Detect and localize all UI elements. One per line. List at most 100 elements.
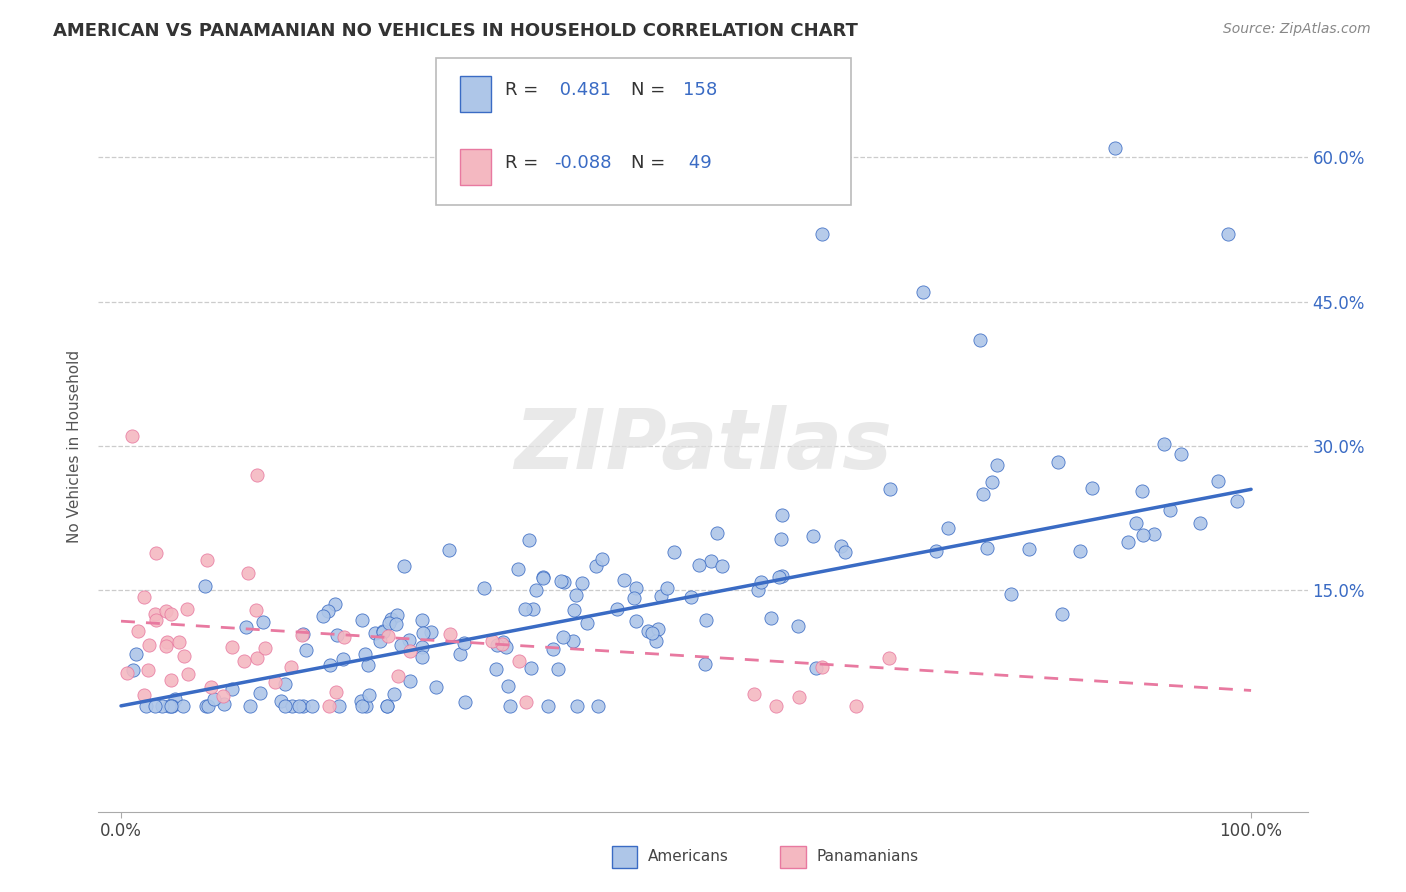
Point [354, 647, 377, 661]
Point [411, 613, 433, 627]
Point [212, 697, 235, 711]
Point [195, 698, 218, 713]
Text: 158: 158 [683, 81, 717, 99]
Point [1069, 543, 1091, 558]
Point [194, 580, 217, 594]
Text: N =: N = [631, 81, 665, 99]
Point [655, 581, 678, 595]
Point [290, 628, 312, 642]
Point [411, 649, 433, 664]
Point [127, 624, 149, 638]
Point [513, 602, 536, 616]
Point [1047, 455, 1070, 469]
Point [1081, 481, 1104, 495]
Point [197, 698, 219, 713]
Point [879, 482, 901, 496]
Point [688, 558, 710, 572]
Point [155, 604, 177, 618]
Point [830, 539, 852, 553]
Point [650, 590, 672, 604]
Point [138, 638, 160, 652]
Point [245, 603, 267, 617]
Point [316, 603, 339, 617]
Text: 49: 49 [683, 154, 711, 172]
Point [695, 613, 717, 627]
Point [1000, 587, 1022, 601]
Text: Americans: Americans [648, 849, 730, 863]
Point [747, 583, 769, 598]
Point [1170, 447, 1192, 461]
Point [1116, 535, 1139, 549]
Point [377, 629, 399, 643]
Point [553, 630, 575, 644]
Point [508, 654, 530, 668]
Point [145, 614, 167, 628]
Point [398, 633, 420, 648]
Point [613, 573, 636, 587]
Point [936, 520, 959, 534]
Text: R =: R = [505, 154, 538, 172]
Point [706, 525, 728, 540]
Point [623, 591, 645, 605]
Point [177, 667, 200, 681]
Point [1132, 484, 1154, 499]
Point [318, 698, 340, 713]
Point [439, 627, 461, 641]
Point [425, 680, 447, 694]
Point [254, 640, 277, 655]
Point [221, 640, 243, 655]
Point [986, 458, 1008, 472]
Point [292, 698, 315, 713]
Point [591, 552, 613, 566]
Point [472, 582, 495, 596]
Point [498, 679, 520, 693]
Point [567, 698, 589, 713]
Point [326, 628, 349, 642]
Point [392, 558, 415, 573]
Point [134, 688, 156, 702]
Point [292, 627, 315, 641]
Point [143, 698, 166, 713]
Point [606, 602, 628, 616]
Point [371, 624, 394, 638]
Point [1143, 527, 1166, 541]
Point [1159, 503, 1181, 517]
Point [333, 630, 356, 644]
Point [679, 591, 702, 605]
Point [387, 669, 409, 683]
Point [553, 574, 575, 589]
Point [749, 575, 772, 590]
Point [981, 475, 1004, 489]
Point [810, 227, 832, 242]
Point [156, 635, 179, 649]
Point [924, 543, 946, 558]
Point [167, 635, 190, 649]
Point [770, 532, 793, 546]
Point [238, 566, 260, 581]
Point [644, 633, 666, 648]
Text: Panamanians: Panamanians [817, 849, 920, 863]
Point [311, 609, 333, 624]
Point [375, 698, 398, 713]
Point [662, 544, 685, 558]
Point [834, 544, 856, 558]
Point [454, 695, 477, 709]
Point [845, 698, 868, 713]
Point [176, 602, 198, 616]
Point [585, 558, 607, 573]
Point [332, 652, 354, 666]
Point [301, 698, 323, 713]
Point [492, 635, 515, 649]
Point [972, 487, 994, 501]
Point [135, 698, 157, 713]
Point [173, 649, 195, 664]
Text: AMERICAN VS PANAMANIAN NO VEHICLES IN HOUSEHOLD CORRELATION CHART: AMERICAN VS PANAMANIAN NO VEHICLES IN HO… [53, 22, 858, 40]
Point [491, 637, 513, 651]
Point [377, 698, 399, 713]
Point [263, 674, 285, 689]
Y-axis label: No Vehicles in Household: No Vehicles in Household [67, 350, 83, 542]
Point [768, 569, 790, 583]
Text: 0.481: 0.481 [554, 81, 612, 99]
Point [537, 698, 560, 713]
Point [274, 677, 297, 691]
